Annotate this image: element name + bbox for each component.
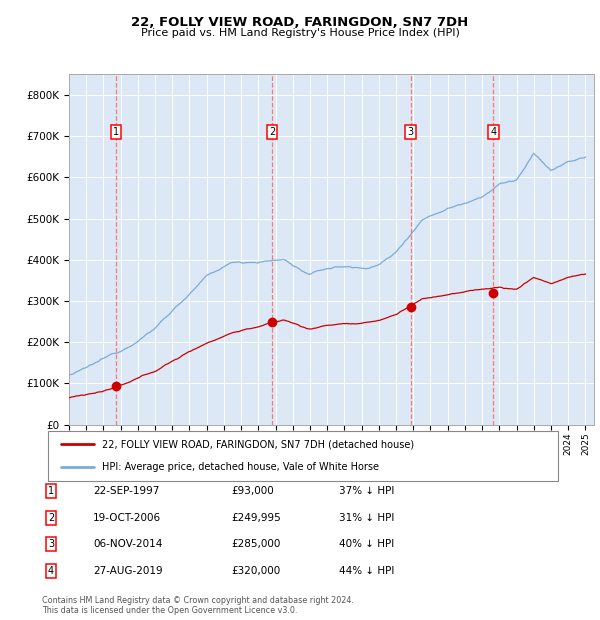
Text: £249,995: £249,995 — [231, 513, 281, 523]
Text: 27-AUG-2019: 27-AUG-2019 — [93, 566, 163, 576]
Text: Price paid vs. HM Land Registry's House Price Index (HPI): Price paid vs. HM Land Registry's House … — [140, 28, 460, 38]
Text: £93,000: £93,000 — [231, 486, 274, 496]
Text: HPI: Average price, detached house, Vale of White Horse: HPI: Average price, detached house, Vale… — [101, 462, 379, 472]
Text: 1: 1 — [113, 127, 119, 137]
Text: 2: 2 — [48, 513, 54, 523]
Text: 37% ↓ HPI: 37% ↓ HPI — [339, 486, 394, 496]
Text: £320,000: £320,000 — [231, 566, 280, 576]
Text: 3: 3 — [407, 127, 414, 137]
Text: 3: 3 — [48, 539, 54, 549]
Text: 1: 1 — [48, 486, 54, 496]
Text: £285,000: £285,000 — [231, 539, 280, 549]
Text: 22, FOLLY VIEW ROAD, FARINGDON, SN7 7DH (detached house): 22, FOLLY VIEW ROAD, FARINGDON, SN7 7DH … — [101, 440, 413, 450]
FancyBboxPatch shape — [48, 431, 558, 480]
Text: 19-OCT-2006: 19-OCT-2006 — [93, 513, 161, 523]
Text: 22, FOLLY VIEW ROAD, FARINGDON, SN7 7DH: 22, FOLLY VIEW ROAD, FARINGDON, SN7 7DH — [131, 16, 469, 29]
Text: 44% ↓ HPI: 44% ↓ HPI — [339, 566, 394, 576]
Text: 31% ↓ HPI: 31% ↓ HPI — [339, 513, 394, 523]
Text: 22-SEP-1997: 22-SEP-1997 — [93, 486, 160, 496]
Text: 40% ↓ HPI: 40% ↓ HPI — [339, 539, 394, 549]
Text: 2: 2 — [269, 127, 275, 137]
Text: 06-NOV-2014: 06-NOV-2014 — [93, 539, 163, 549]
Text: 4: 4 — [490, 127, 496, 137]
Text: Contains HM Land Registry data © Crown copyright and database right 2024.
This d: Contains HM Land Registry data © Crown c… — [42, 596, 354, 615]
Text: 4: 4 — [48, 566, 54, 576]
